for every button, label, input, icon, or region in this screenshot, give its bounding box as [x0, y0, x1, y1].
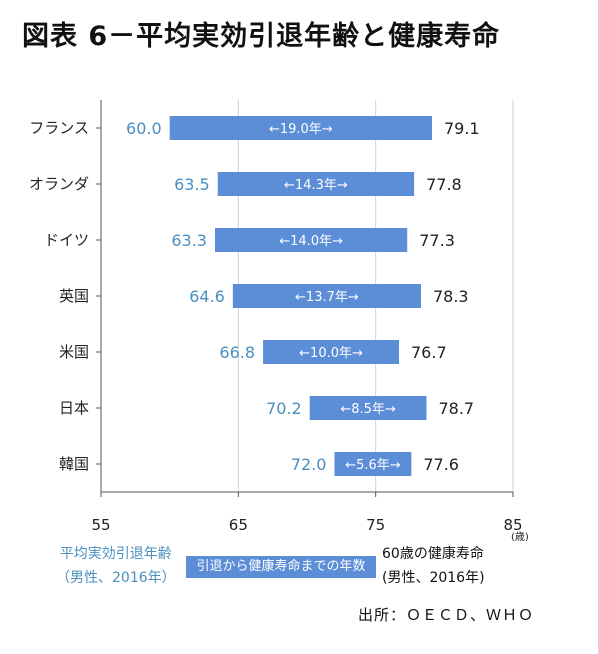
chart-title: 図表 6－平均実効引退年齢と健康寿命: [22, 21, 501, 52]
gap-label: ←14.3年→: [284, 178, 348, 193]
start-value-label: 60.0: [126, 119, 162, 138]
legend-healthy-life-line1: 60歳の健康寿命: [382, 546, 484, 562]
bar: [334, 452, 412, 476]
gap-label: ←5.6年→: [345, 458, 401, 473]
bar: [169, 116, 432, 140]
category-label: 米国: [59, 343, 89, 361]
category-label: 日本: [59, 399, 89, 417]
gap-label: ←14.0年→: [279, 234, 343, 249]
end-value-label: 79.1: [444, 119, 480, 138]
legend-healthy-life-line2: (男性、2016年): [382, 570, 485, 586]
start-value-label: 66.8: [219, 343, 255, 362]
legend-healthy-life: 60歳の健康寿命 (男性、2016年): [382, 542, 485, 590]
end-value-label: 77.6: [423, 455, 459, 474]
legend-retirement-age-line2: （男性、2016年）: [56, 570, 176, 586]
source-note: 出所：ＯＥＣＤ、ＷＨＯ: [358, 606, 535, 624]
category-label: 韓国: [59, 455, 89, 473]
gap-label: ←10.0年→: [299, 346, 363, 361]
legend-gap-years: 引退から健康寿命までの年数: [186, 556, 376, 578]
end-value-label: 78.3: [433, 287, 469, 306]
gap-label: ←8.5年→: [340, 402, 396, 417]
category-label: ドイツ: [44, 231, 89, 249]
bar: [309, 396, 427, 420]
x-tick-label: 55: [91, 516, 110, 534]
x-tick-label: 75: [366, 516, 385, 534]
gap-label: ←13.7年→: [295, 290, 359, 305]
x-axis-unit: (歳): [511, 531, 529, 543]
bar: [232, 284, 421, 308]
x-tick-label: 85: [503, 516, 522, 534]
end-value-label: 77.8: [426, 175, 462, 194]
bar: [214, 228, 408, 252]
x-tick-label: 65: [229, 516, 248, 534]
legend-retirement-age-line1: 平均実効引退年齢: [59, 546, 172, 562]
bar: [263, 340, 400, 364]
category-label: オランダ: [29, 175, 89, 193]
gap-label: ←19.0年→: [269, 122, 333, 137]
category-label: フランス: [29, 119, 89, 137]
start-value-label: 63.5: [174, 175, 210, 194]
end-value-label: 76.7: [411, 343, 447, 362]
start-value-label: 64.6: [189, 287, 225, 306]
start-value-label: 72.0: [291, 455, 327, 474]
end-value-label: 78.7: [438, 399, 474, 418]
category-label: 英国: [59, 287, 89, 305]
end-value-label: 77.3: [419, 231, 455, 250]
start-value-label: 70.2: [266, 399, 302, 418]
start-value-label: 63.3: [171, 231, 207, 250]
legend-retirement-age: 平均実効引退年齢 （男性、2016年）: [56, 542, 176, 590]
bar: [217, 172, 415, 196]
